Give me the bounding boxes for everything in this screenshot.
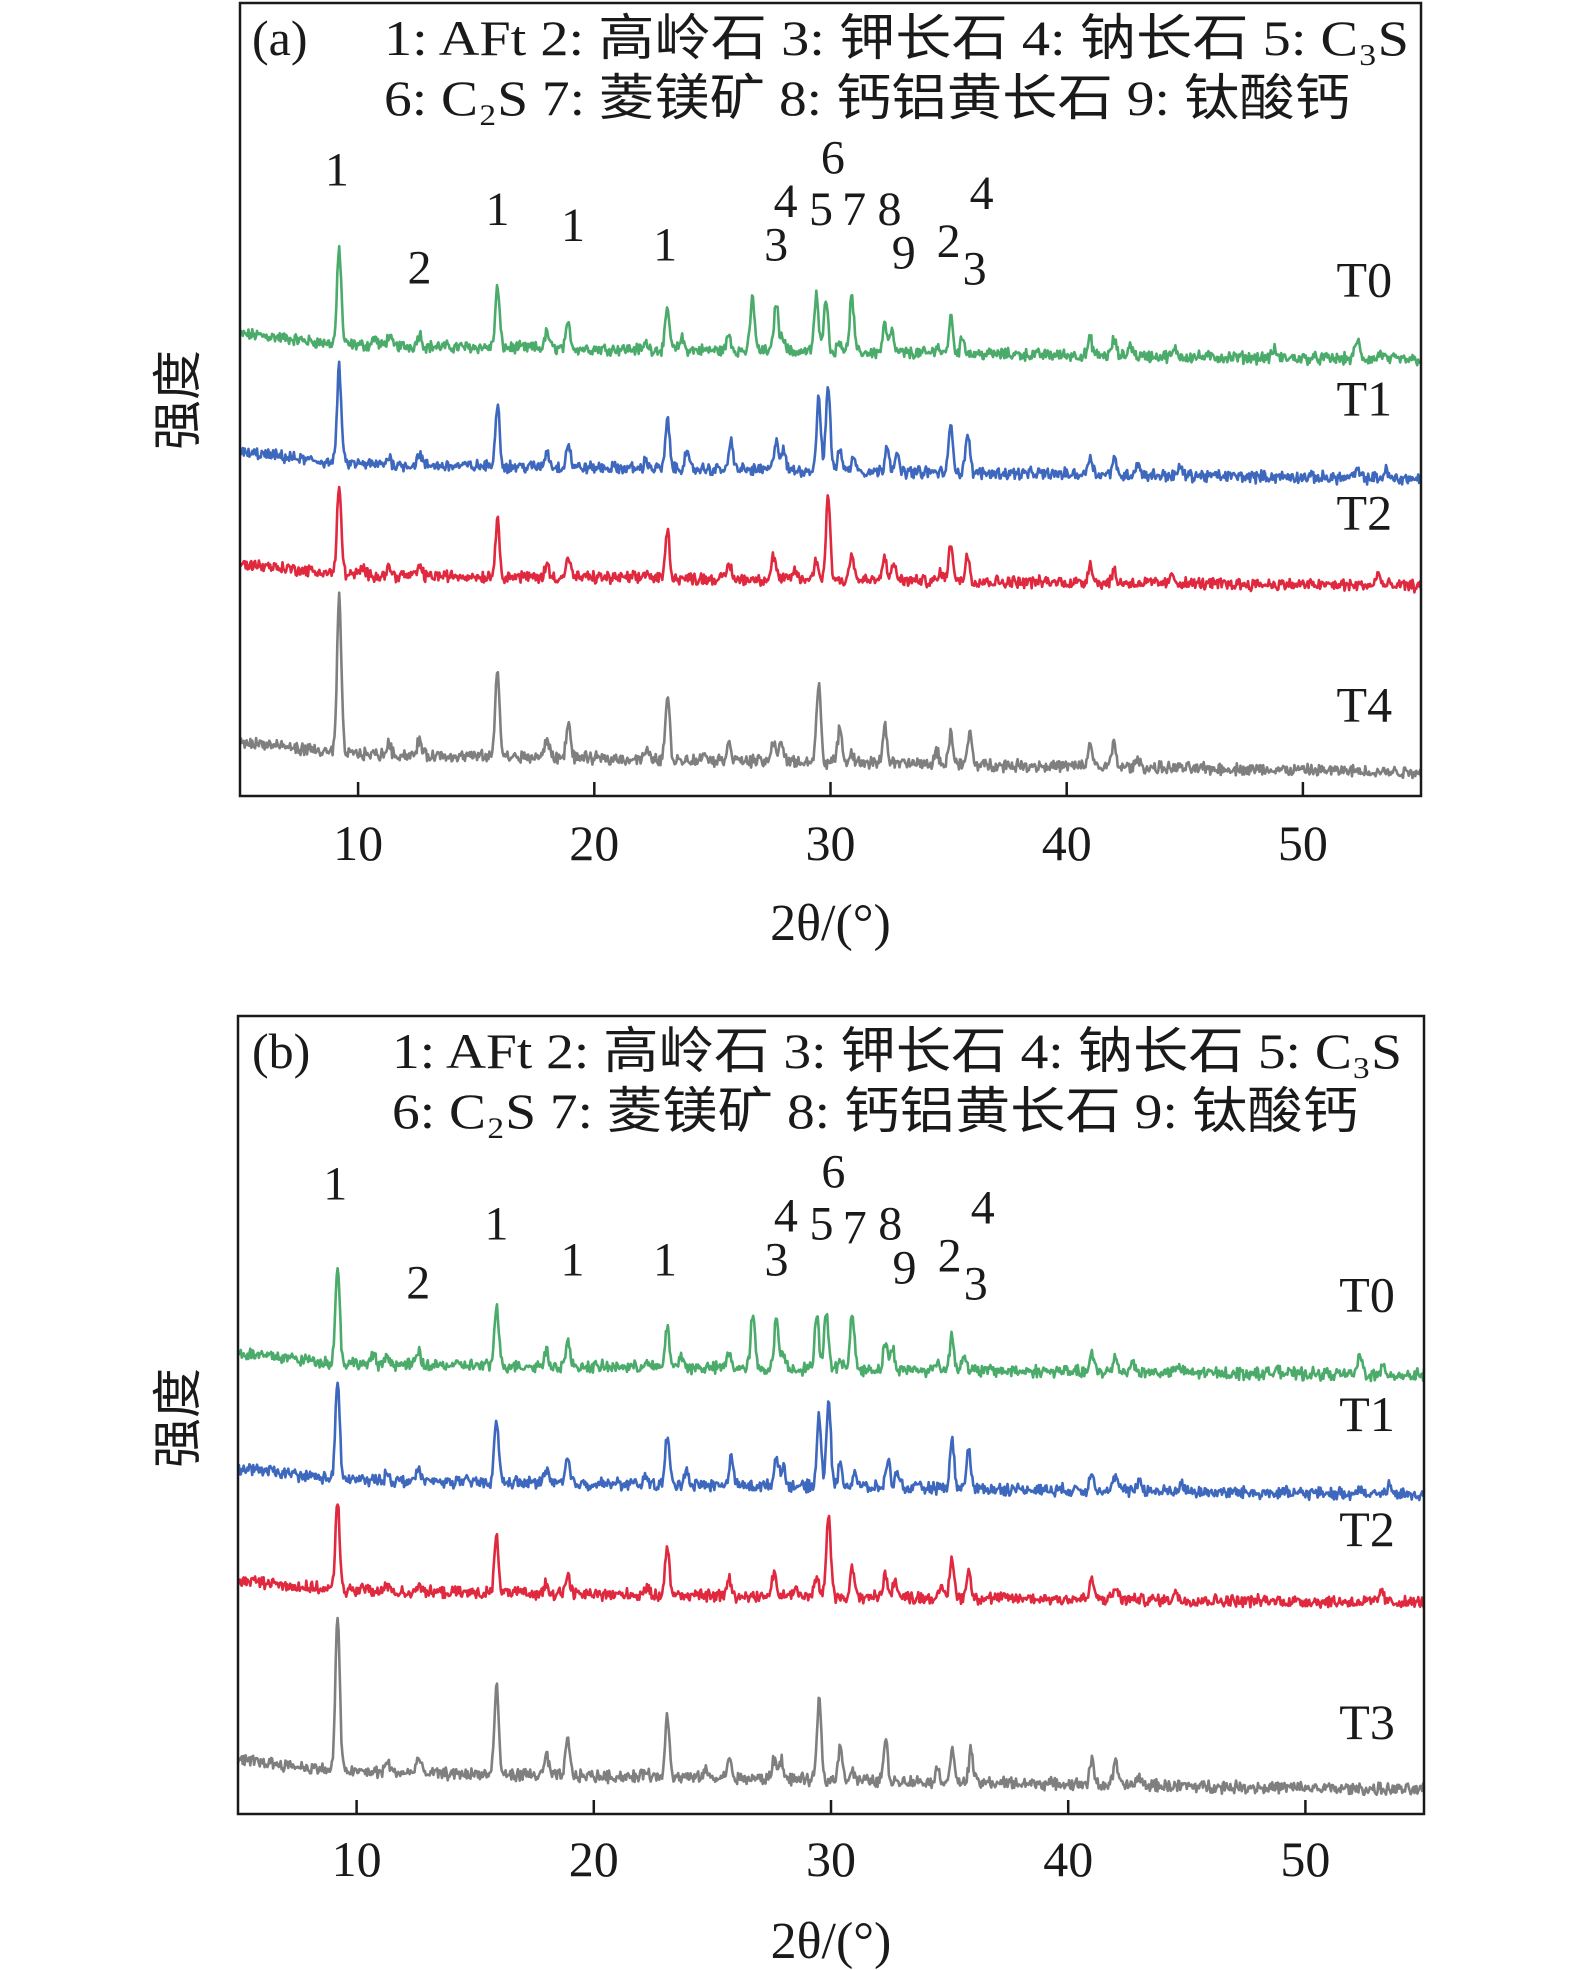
x-tick-label: 50 — [1280, 1831, 1330, 1887]
peak-annotation: 2 — [406, 1256, 430, 1309]
peak-annotation: 5 — [810, 1197, 834, 1250]
peak-annotation: 8 — [878, 183, 902, 236]
peak-annotation: 1 — [560, 1233, 584, 1286]
panel-label: (a) — [252, 10, 308, 66]
peak-annotation: 4 — [970, 167, 994, 220]
panel-a: T0 T1 T2 T4 10 20 30 40 50 2θ/(°) 强度 (a) 1: AFt 2: 高… — [150, 1, 1423, 952]
x-tick-label: 40 — [1042, 815, 1092, 871]
panel-b: T0 T1 T2 T3 10 20 30 40 50 2θ/(°) 强度 (b) 1: AFt 2: 高… — [150, 1014, 1426, 1970]
peak-annotation: 8 — [878, 1197, 902, 1250]
legend-line: 1: AFt 2: 高岭石 3: 钾长石 4: 钠长石 5: C₃S — [392, 1023, 1402, 1079]
series-line-T1 — [238, 360, 1422, 486]
series-line-T0 — [236, 1267, 1426, 1383]
peak-annotation: 1 — [325, 143, 349, 196]
series-label-T0: T0 — [1337, 251, 1393, 307]
series-line-T3 — [236, 1616, 1426, 1797]
legend-line: 6: C₂S 7: 菱镁矿 8: 钙铝黄长石 9: 钛酸钙 — [384, 70, 1350, 126]
x-tick-label: 20 — [569, 1831, 619, 1887]
x-axis-title: 2θ/(°) — [771, 1913, 892, 1970]
series-line-T4 — [238, 591, 1423, 780]
peak-annotation: 1 — [485, 1197, 509, 1250]
series-label-T2: T2 — [1337, 485, 1393, 541]
legend-line: 6: C₂S 7: 菱镁矿 8: 钙铝黄长石 9: 钛酸钙 — [392, 1083, 1358, 1139]
peak-annotation: 1 — [653, 1233, 677, 1286]
peak-annotation: 3 — [964, 1257, 988, 1310]
x-tick-label: 30 — [806, 1831, 856, 1887]
x-axis-title: 2θ/(°) — [770, 895, 891, 952]
series-label-T2: T2 — [1339, 1501, 1395, 1557]
x-tick-label: 50 — [1278, 815, 1328, 871]
y-axis-title: 强度 — [150, 1368, 206, 1468]
legend-line: 1: AFt 2: 高岭石 3: 钾长石 4: 钠长石 5: C₃S — [384, 10, 1409, 66]
series-label-T4: T4 — [1337, 676, 1393, 732]
peak-annotation: 1 — [485, 183, 509, 236]
peak-annotation: 1 — [561, 199, 585, 252]
series-label-T3: T3 — [1339, 1694, 1395, 1750]
x-tick-label: 40 — [1043, 1831, 1093, 1887]
peak-annotation: 5 — [809, 183, 833, 236]
peak-annotation: 2 — [938, 1229, 962, 1282]
x-tick-label: 30 — [806, 815, 856, 871]
peak-annotation: 2 — [937, 215, 961, 268]
peak-annotation: 3 — [764, 1233, 788, 1286]
x-tick-label: 20 — [569, 815, 619, 871]
peak-annotation: 4 — [971, 1181, 995, 1234]
peak-annotation: 6 — [821, 1146, 845, 1199]
peak-annotation: 4 — [774, 175, 798, 228]
peak-annotation: 1 — [653, 219, 677, 272]
x-tick-label: 10 — [332, 1831, 382, 1887]
series-label-T1: T1 — [1339, 1386, 1395, 1442]
peak-annotation: 4 — [774, 1189, 798, 1242]
peak-annotation: 6 — [821, 131, 845, 184]
peak-annotation: 2 — [408, 242, 432, 295]
peak-annotation: 1 — [323, 1158, 347, 1211]
peak-annotation: 3 — [764, 219, 788, 272]
panel-label: (b) — [252, 1023, 310, 1079]
y-axis-title: 强度 — [150, 350, 206, 450]
series-label-T0: T0 — [1339, 1266, 1395, 1322]
peak-annotation: 9 — [893, 1241, 917, 1294]
series-line-T1 — [236, 1381, 1426, 1502]
peak-annotation: 7 — [843, 1201, 867, 1254]
peak-annotation: 7 — [842, 183, 866, 236]
x-tick-label: 10 — [333, 815, 383, 871]
peak-annotation: 9 — [892, 227, 916, 280]
series-line-T0 — [238, 244, 1422, 367]
peak-annotation: 3 — [963, 243, 987, 296]
series-label-T1: T1 — [1337, 370, 1393, 426]
series-line-T2 — [237, 1503, 1426, 1609]
series-line-T2 — [238, 485, 1423, 594]
